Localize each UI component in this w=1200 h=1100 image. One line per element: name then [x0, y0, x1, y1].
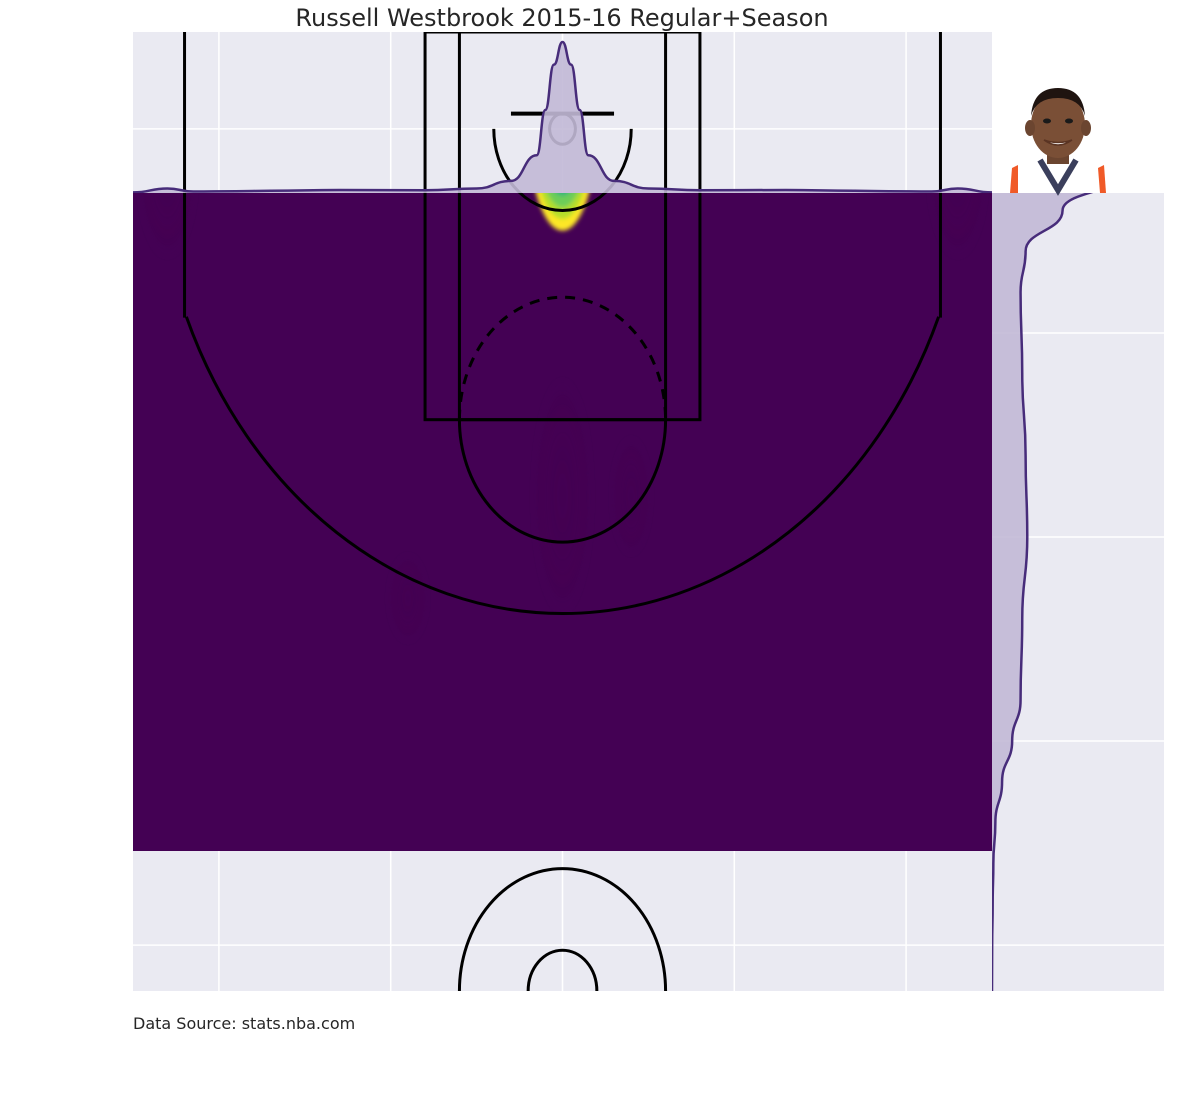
kde-contour — [947, 193, 968, 208]
player-headshot-icon — [992, 88, 1124, 196]
x-marginal-density — [133, 40, 992, 193]
kde-contour — [162, 193, 173, 198]
kde-contour — [559, 485, 566, 507]
y-marginal-line — [992, 193, 1094, 991]
data-source-label: Data Source: stats.nba.com — [133, 1014, 355, 1033]
paint-inner — [457, 32, 668, 422]
kde-contour — [406, 594, 410, 603]
kde-density-layer — [139, 193, 986, 642]
y-marginal-density — [992, 193, 1094, 991]
kde-contour — [555, 193, 570, 196]
kde-contour — [157, 193, 178, 208]
kde-contour — [547, 193, 578, 208]
kde-contour — [952, 193, 963, 198]
kde-contour — [629, 491, 633, 502]
free-throw-circle-dashed — [457, 295, 668, 420]
restricted-area — [492, 128, 633, 212]
y-marginal-fill — [992, 193, 1089, 991]
chart-title: Russell Westbrook 2015-16 Regular+Season — [295, 4, 828, 32]
x-marginal-fill — [133, 42, 992, 193]
center-circle-inner — [526, 948, 599, 991]
x-marginal-line — [133, 40, 992, 193]
free-throw-circle-solid — [457, 419, 668, 544]
court-lines — [183, 32, 942, 991]
center-circle-outer — [457, 867, 668, 991]
three-point-arc — [184, 316, 941, 616]
